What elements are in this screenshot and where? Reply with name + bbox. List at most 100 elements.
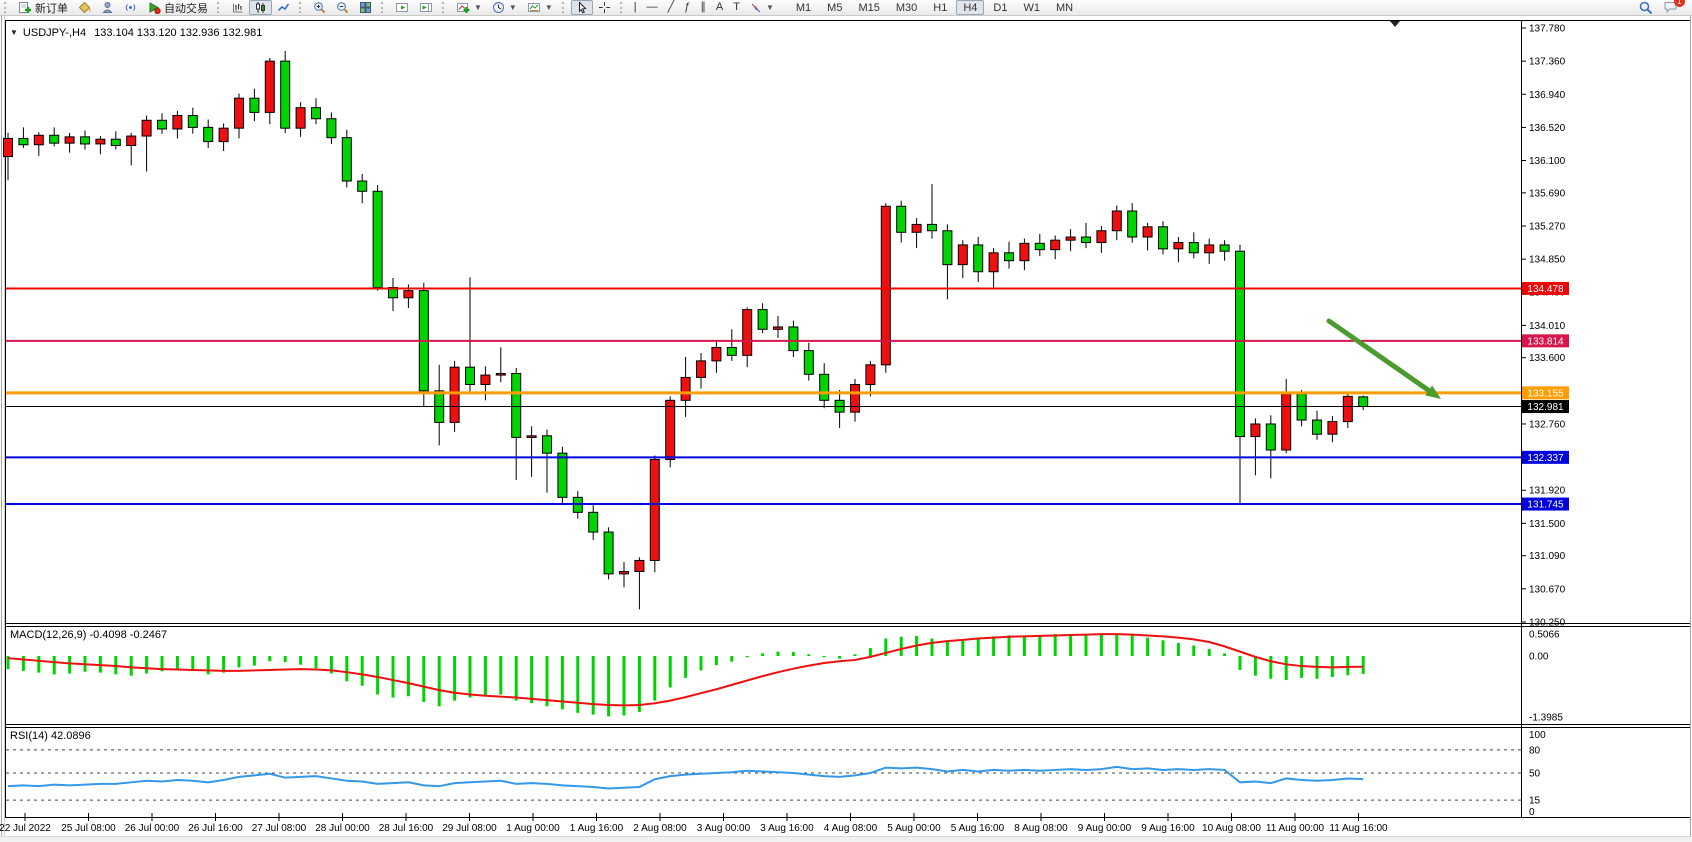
periods-button[interactable]: ▼ xyxy=(487,0,522,15)
candle-body xyxy=(33,134,44,146)
svg-text:28 Jul 00:00: 28 Jul 00:00 xyxy=(315,823,370,834)
chart-shift-button[interactable] xyxy=(414,0,438,15)
arrows-tool-button[interactable]: ▼ xyxy=(745,0,779,15)
macd-indicator: 0.5066 0.00 -1.3985 xyxy=(6,629,1563,724)
auto-trading-label: 自动交易 xyxy=(164,2,208,15)
zoom-in-button[interactable] xyxy=(308,0,331,15)
templates-button[interactable]: ▼ xyxy=(522,0,558,15)
candle-body xyxy=(1019,242,1030,262)
candle-body xyxy=(1142,226,1153,238)
auto-scroll-button[interactable] xyxy=(390,0,414,15)
candle-body xyxy=(542,435,552,454)
toolbar-grip xyxy=(299,2,306,13)
candle-body xyxy=(819,373,830,401)
candle-body xyxy=(1312,419,1322,435)
timeframe-d1[interactable]: D1 xyxy=(993,1,1008,14)
broadcast-icon xyxy=(125,4,136,11)
svg-text:25 Jul 08:00: 25 Jul 08:00 xyxy=(61,823,116,834)
candle-body xyxy=(218,127,229,143)
timeframe-m30[interactable]: M30 xyxy=(895,1,918,14)
candle-body xyxy=(203,126,214,143)
svg-text:133.600: 133.600 xyxy=(1529,353,1566,364)
profile-button[interactable] xyxy=(96,0,119,15)
timeframe-w1[interactable]: W1 xyxy=(1023,1,1040,14)
candle-body xyxy=(973,244,984,273)
cursor-tool-button[interactable] xyxy=(570,0,593,15)
bar-chart-button[interactable] xyxy=(226,0,249,15)
candle-body xyxy=(896,205,907,233)
candle-body xyxy=(726,346,737,356)
trend-arrow[interactable] xyxy=(1326,318,1432,393)
zoom-out-button[interactable] xyxy=(331,0,354,15)
broadcast-button[interactable] xyxy=(119,0,142,15)
indicators-button[interactable]: ▼ xyxy=(451,0,487,15)
channel-tool-button[interactable]: ∥ xyxy=(695,0,711,15)
svg-text:0: 0 xyxy=(1529,807,1535,818)
fibonacci-tool-button[interactable]: ƒ xyxy=(679,0,695,15)
candle-body xyxy=(880,205,891,366)
styler-button[interactable] xyxy=(73,0,96,15)
timeframe-h1[interactable]: H1 xyxy=(933,1,948,14)
candle-body xyxy=(696,360,706,378)
rsi-indicator: 100 80 50 150 xyxy=(6,730,1546,818)
svg-text:133.814: 133.814 xyxy=(1527,336,1564,347)
price-tag xyxy=(1522,386,1569,400)
svg-text:100: 100 xyxy=(1529,730,1546,741)
search-icon[interactable] xyxy=(1639,1,1653,15)
zoom-out-icon xyxy=(337,2,349,14)
candle-body xyxy=(773,326,783,330)
paint-bucket-icon xyxy=(78,1,91,14)
collapse-icon[interactable]: ▼ xyxy=(10,28,18,37)
candle-body xyxy=(634,559,645,572)
candle-body xyxy=(1111,210,1122,232)
candle-body xyxy=(465,366,475,386)
trend-arrow-head[interactable] xyxy=(1425,385,1441,399)
horizontal-line-tool-button[interactable]: — xyxy=(642,0,663,15)
text-tool-button[interactable]: A xyxy=(711,0,728,15)
svg-text:130.250: 130.250 xyxy=(1529,617,1566,628)
svg-text:29 Jul 08:00: 29 Jul 08:00 xyxy=(442,823,497,834)
svg-text:134.478: 134.478 xyxy=(1527,284,1564,295)
candle-body xyxy=(64,136,75,144)
label-tool-button[interactable]: T xyxy=(728,0,745,15)
vertical-line-tool-button[interactable]: | xyxy=(629,0,642,15)
svg-text:134.010: 134.010 xyxy=(1529,321,1566,332)
timeframe-m1[interactable]: M1 xyxy=(795,1,812,14)
svg-text:22 Jul 2022: 22 Jul 2022 xyxy=(0,823,51,834)
timeframe-m5[interactable]: M5 xyxy=(827,1,843,14)
line-chart-button[interactable] xyxy=(272,0,295,15)
candlestick-chart-button[interactable] xyxy=(249,0,272,15)
candlestick-series xyxy=(3,50,1369,610)
candle-body xyxy=(788,326,799,352)
candle-body xyxy=(557,452,568,498)
timeframe-group: M1 M5 M15 M30 H1 H4 D1 W1 MN xyxy=(789,0,1080,15)
svg-text:136.100: 136.100 xyxy=(1529,156,1566,167)
svg-text:15: 15 xyxy=(1529,796,1541,807)
candle-body xyxy=(1173,242,1184,250)
crosshair-tool-button[interactable] xyxy=(593,0,616,15)
candle-body xyxy=(80,136,90,145)
svg-text:27 Jul 08:00: 27 Jul 08:00 xyxy=(252,823,307,834)
auto-trading-button[interactable]: 自动交易 xyxy=(142,0,213,15)
timeframe-mn[interactable]: MN xyxy=(1055,1,1074,14)
candle-body xyxy=(157,119,167,130)
tile-windows-button[interactable] xyxy=(354,0,377,15)
timeframe-h4[interactable]: H4 xyxy=(956,0,985,15)
svg-text:132.981: 132.981 xyxy=(1527,402,1564,413)
svg-text:26 Jul 00:00: 26 Jul 00:00 xyxy=(125,823,180,834)
macd-signal-line xyxy=(7,633,1364,707)
trendline-tool-button[interactable]: ╱ xyxy=(663,0,680,15)
svg-text:3 Aug 16:00: 3 Aug 16:00 xyxy=(760,823,814,834)
clock-icon xyxy=(492,2,504,13)
dropdown-caret: ▼ xyxy=(765,3,774,12)
candle-body xyxy=(1127,210,1138,238)
new-order-button[interactable]: 新订单 xyxy=(13,0,73,15)
timeframe-m15[interactable]: M15 xyxy=(858,1,880,14)
candle-body xyxy=(480,374,491,386)
notifications-button[interactable]: 1 xyxy=(1663,0,1685,16)
candle-body xyxy=(942,230,953,266)
time-axis[interactable]: 22 Jul 2022 25 Jul 08:00 26 Jul 00:00 26 Ju… xyxy=(0,813,1388,834)
chart-shift-marker[interactable] xyxy=(1390,21,1400,27)
candle-body xyxy=(1004,252,1014,262)
